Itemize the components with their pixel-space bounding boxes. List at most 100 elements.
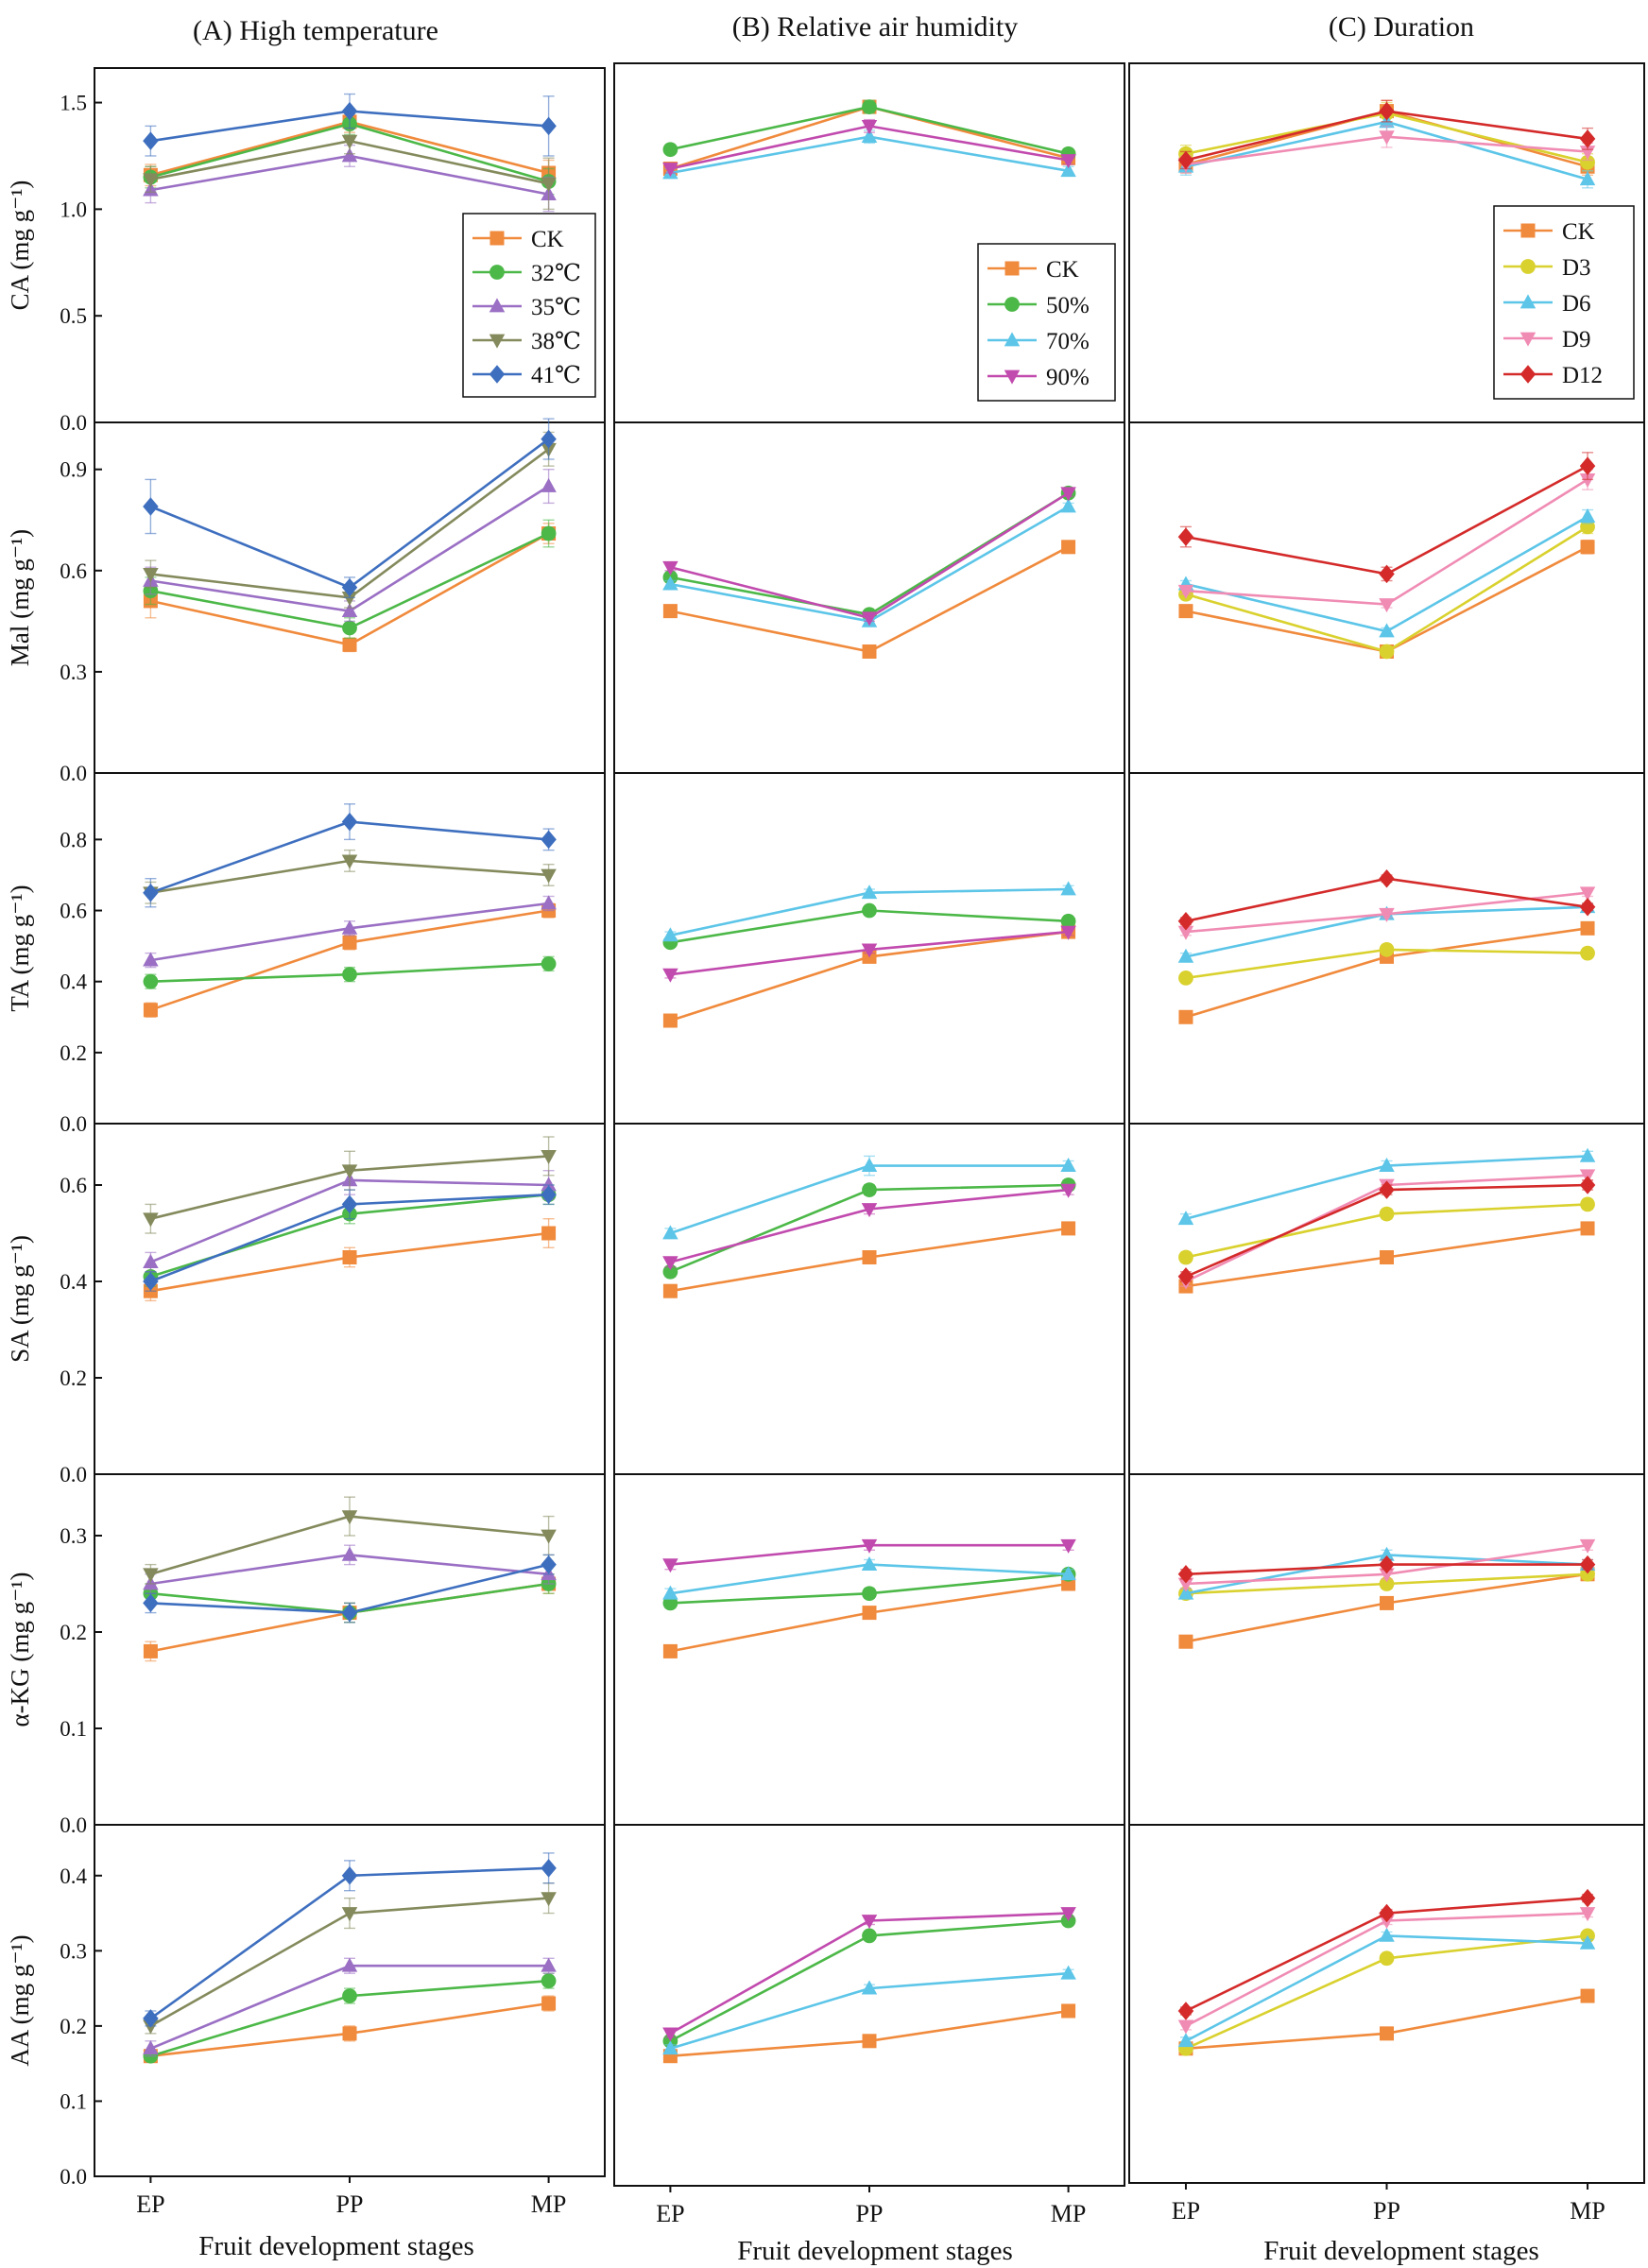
panel-c-kg-point	[1379, 1568, 1395, 1583]
panel-b-sa-point	[861, 1157, 878, 1172]
panel-a-ca-ytick-label: 0.5	[60, 304, 87, 328]
panel-b-ca-legend-frame	[977, 243, 1116, 402]
panel-a-aa-ytick-label: 0.4	[60, 1864, 87, 1888]
panel-b-kg-series-70	[662, 1555, 1076, 1600]
panel-a-kg-ytick-label: 0.3	[60, 1524, 87, 1548]
panel-c-ca-legend-marker	[1520, 259, 1536, 274]
panel-a-kg-point	[143, 1568, 159, 1583]
panel-c-sa-point	[1380, 1250, 1394, 1264]
panel-b-kg	[614, 1473, 1124, 1658]
panel-b-ta-point	[862, 902, 877, 919]
panel-c-mal-point	[1579, 456, 1596, 475]
panel-a-ca-point	[341, 147, 358, 163]
panel-a-aa-point	[143, 2040, 159, 2055]
panel-a-ca-point	[143, 131, 159, 150]
panel-b-kg-point	[662, 1643, 678, 1658]
panel-b-ta-series-50	[662, 902, 1076, 951]
panel-c-sa-series-ck	[1178, 1221, 1595, 1294]
panel-a-aa-point	[541, 1973, 557, 1989]
panel-a-kg-series-38	[143, 1496, 557, 1585]
panel-b-kg-point	[1060, 1566, 1076, 1581]
panel-c-sa-point	[1579, 1147, 1596, 1162]
panel-c-ca-point	[1379, 101, 1395, 121]
panel-c-mal-point	[1177, 584, 1194, 599]
panel-c-sa-point	[1177, 1267, 1194, 1286]
panel-a-ta-series-35	[143, 895, 557, 969]
column-titles: (A) High temperature (B) Relative air hu…	[193, 11, 1474, 46]
panel-a-aa-ytick-label: 0.2	[60, 2015, 87, 2038]
panel-a-aa-point	[342, 1988, 357, 2003]
panel-a-aa-point	[541, 1957, 557, 1972]
panel-a-aa-ytick-label: 0.3	[60, 1939, 87, 1963]
panel-b-aa-series-70	[662, 1965, 1076, 2055]
panel-c-ca-point	[1379, 130, 1395, 146]
panel-b-mal-series-50	[662, 485, 1076, 623]
panel-c-aa-point	[1379, 1927, 1395, 1942]
panel-c-ca-point	[1579, 171, 1596, 186]
panel-a-ca-ytick-label: 0.0	[60, 411, 87, 435]
panel-a-kg-ytick-label: 0.0	[60, 1813, 87, 1837]
panel-b-aa-category-label: MP	[1051, 2200, 1087, 2227]
panel-a-mal-point	[342, 620, 357, 636]
panel-b-kg-series-50	[662, 1566, 1076, 1611]
panel-c-kg-point	[1579, 1555, 1596, 1574]
panel-a-ta-point	[342, 935, 357, 950]
panel-c-ta-point	[1580, 945, 1595, 961]
panel-a-mal-ytick-label: 0.9	[60, 458, 87, 482]
panel-b-kg-point	[662, 1585, 678, 1600]
panel-a-ca-legend-marker	[489, 298, 506, 313]
panel-c-mal-point	[1177, 527, 1194, 546]
panel-c-aa-series-d6	[1177, 1927, 1596, 2048]
panel-a-ca-point	[341, 101, 358, 121]
panel-a-aa: 0.0 0.1 0.2 0.3 0.4 AA (mg g⁻¹) EP PP MP	[6, 1824, 605, 2218]
panel-a-aa-point	[541, 1996, 557, 2011]
panel-b-ca-series-50	[662, 99, 1076, 162]
panel-c-ta-point	[1178, 1009, 1193, 1024]
panel-b-aa-category-label: EP	[656, 2200, 684, 2227]
panel-a-sa-point	[143, 1253, 159, 1268]
panel-c-ca: CK D3 D6 D9 D12	[1177, 99, 1635, 400]
panel-c-ca-legend-label: D12	[1562, 363, 1603, 388]
panel-b-sa	[614, 1123, 1124, 1298]
panel-c-ta-point	[1579, 886, 1596, 902]
panel-c-aa-series-d12	[1177, 1888, 1596, 2020]
panel-a-sa-point	[541, 1150, 557, 1165]
panel-a-ta-point	[541, 895, 557, 910]
panel-a-sa-point	[341, 1194, 358, 1214]
panel-b-ta-series-90	[662, 925, 1076, 983]
panel-b-ca-legend: CK 50% 70% 90%	[977, 243, 1116, 402]
panel-c-kg-point	[1178, 1634, 1193, 1649]
panel-b-mal-point	[662, 560, 678, 576]
panel-a-ta-point	[143, 1003, 158, 1018]
panel-a-aa-point	[541, 1859, 557, 1878]
panel-c-aa-series-ck	[1178, 1988, 1595, 2056]
panel-c-ta-series-ck	[1178, 920, 1595, 1024]
column-title-c: (C) Duration	[1329, 11, 1474, 43]
panel-c-kg-series-d12	[1177, 1555, 1596, 1584]
panel-c-ta-point	[1379, 941, 1395, 957]
panel-c-sa-point	[1178, 1249, 1193, 1265]
panel-b-aa-point	[662, 2027, 678, 2042]
panel-b-ca-series-70	[662, 129, 1076, 180]
panel-c-aa-point	[1177, 2002, 1194, 2020]
panel-a-mal-point	[341, 591, 358, 606]
panel-b-aa-point	[1061, 2003, 1076, 2019]
panel-b-mal-line	[670, 505, 1070, 623]
panel-a-mal-point	[341, 577, 358, 597]
panel-c-aa-point	[1177, 2033, 1194, 2048]
panel-c-aa-series-d9	[1177, 1907, 1596, 2035]
panel-c-sa-point	[1580, 1221, 1595, 1236]
panel-b-ca-legend-label: 70%	[1046, 329, 1090, 354]
x-axis-titles: Fruit development stages Fruit developme…	[198, 2231, 1539, 2266]
panel-b-ca-legend-marker	[1004, 297, 1020, 312]
panel-c-mal-point	[1379, 564, 1395, 584]
column-title-b: (B) Relative air humidity	[732, 11, 1018, 43]
panel-c-aa-point	[1580, 1988, 1595, 2003]
panel-c-sa-point	[1580, 1196, 1595, 1212]
panel-a-aa-point	[341, 1907, 358, 1922]
panel-c-ca-legend: CK D3 D6 D9 D12	[1493, 205, 1635, 400]
panel-b-aa-category-label: PP	[856, 2200, 884, 2227]
panel-a-mal-ytick-label: 0.3	[60, 661, 87, 684]
panel-a-ca-point	[341, 134, 358, 149]
panel-a-ca-point	[143, 173, 159, 188]
